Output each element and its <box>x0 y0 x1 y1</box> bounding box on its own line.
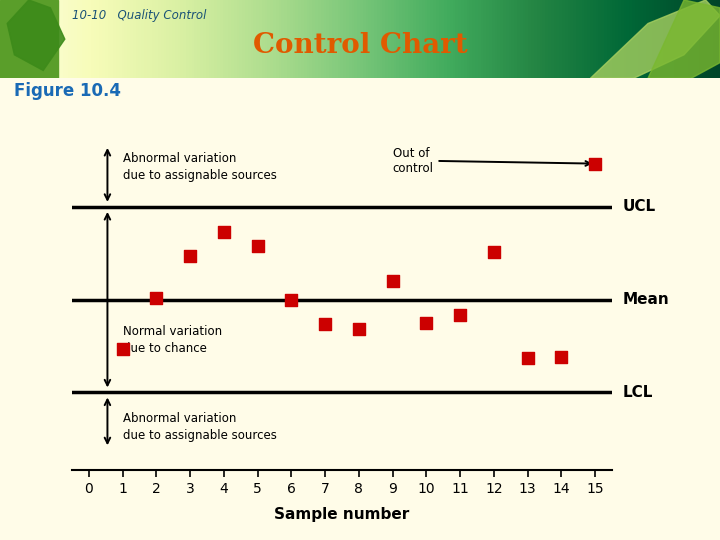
Text: Abnormal variation
due to assignable sources: Abnormal variation due to assignable sou… <box>122 411 276 442</box>
Point <box>454 311 466 320</box>
Bar <box>0 0 58 78</box>
X-axis label: Sample number: Sample number <box>274 507 410 522</box>
Point <box>184 252 196 261</box>
Point <box>590 159 601 168</box>
Point <box>353 325 364 333</box>
Point <box>117 345 128 354</box>
Point <box>150 294 162 302</box>
Point <box>320 320 331 329</box>
Text: UCL: UCL <box>622 199 655 214</box>
Point <box>218 227 230 236</box>
Text: 10-10   Quality Control: 10-10 Quality Control <box>72 9 207 22</box>
Point <box>488 247 500 256</box>
Text: LCL: LCL <box>622 385 652 400</box>
Text: Normal variation
due to chance: Normal variation due to chance <box>122 325 222 355</box>
Text: Out of
control: Out of control <box>392 146 590 174</box>
Text: Control Chart: Control Chart <box>253 32 467 59</box>
Point <box>387 277 398 286</box>
Polygon shape <box>590 0 720 78</box>
Point <box>522 354 534 363</box>
Point <box>420 319 432 327</box>
Point <box>286 295 297 304</box>
Text: Figure 10.4: Figure 10.4 <box>14 83 122 100</box>
Polygon shape <box>7 0 65 71</box>
Text: Mean: Mean <box>622 292 669 307</box>
Point <box>556 353 567 361</box>
Point <box>252 241 264 250</box>
Text: Abnormal variation
due to assignable sources: Abnormal variation due to assignable sou… <box>122 152 276 182</box>
Polygon shape <box>648 0 720 78</box>
